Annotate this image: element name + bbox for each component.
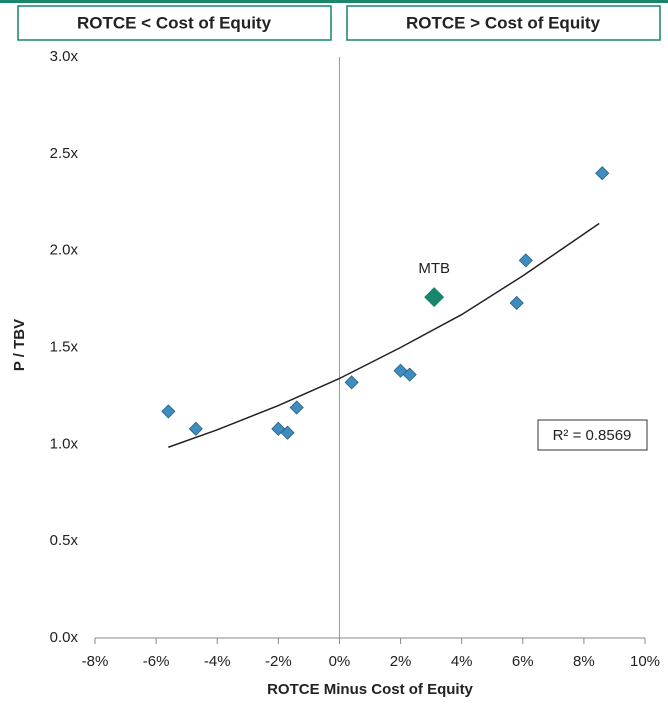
annotation: R² = 0.8569 [553,427,632,444]
y-tick-label: 0.5x [50,532,79,549]
point [289,400,304,415]
header-box [346,5,661,41]
header: ROTCE < Cost of Equity [77,13,272,32]
x-tick-label: 10% [630,653,660,670]
y-tick-label: 1.5x [50,338,79,355]
annotation-box [537,419,648,451]
trendline [168,222,600,448]
y-axis-title: P / TBV [11,319,28,371]
x-axis-title: ROTCE Minus Cost of Equity [267,681,473,698]
y-tick-label: 2.0x [50,242,79,259]
y-tick-label: 1.0x [50,435,79,452]
header: ROTCE > Cost of Equity [406,13,601,32]
x-tick-label: -2% [265,653,292,670]
point [518,253,533,268]
point [424,287,445,308]
point [161,404,176,419]
point [509,295,524,311]
x-tick-label: -6% [143,653,170,670]
point [280,425,295,440]
y-tick-label: 0.0x [50,629,79,646]
x-tick-label: 6% [512,653,534,670]
point-label: MTB [418,260,450,277]
point [402,367,417,382]
x-tick-label: -8% [82,653,109,670]
point [595,166,610,181]
x-tick-label: -4% [204,653,231,670]
y-tick-label: 3.0x [50,48,79,65]
point [344,375,359,390]
x-tick-label: 0% [329,653,351,670]
x-tick-label: 4% [451,653,473,670]
y-tick-label: 2.5x [50,145,79,162]
top-rule [0,0,668,3]
x-tick-label: 8% [573,653,595,670]
x-tick-label: 2% [390,653,412,670]
point [188,421,203,436]
header-box [17,5,332,41]
